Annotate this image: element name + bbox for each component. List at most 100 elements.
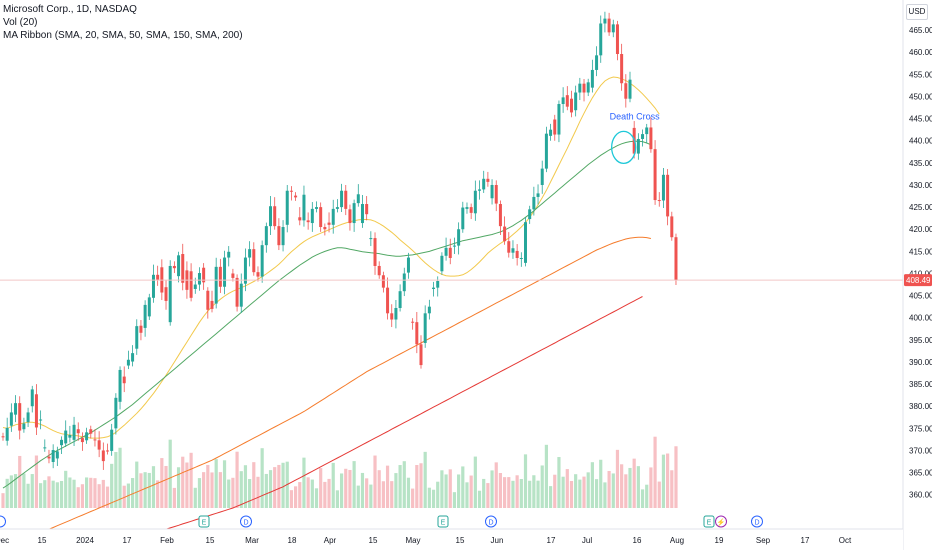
candle-body (628, 79, 632, 99)
dividend-marker[interactable]: D (485, 515, 497, 528)
volume-bar (448, 469, 452, 508)
volume-bar (185, 462, 189, 508)
ma20-line (2, 76, 660, 439)
price-tick-label: 425.00 (909, 203, 932, 212)
candle-body (80, 438, 84, 443)
price-tick-label: 450.00 (909, 92, 932, 101)
dividend-icon[interactable] (0, 515, 6, 528)
candle-body (448, 247, 452, 258)
earnings-marker[interactable]: E (437, 515, 449, 528)
volume-bar (590, 462, 594, 508)
price-tick-label: 360.00 (909, 491, 932, 500)
volume-bar (5, 478, 9, 508)
volume-bar (310, 479, 314, 508)
volume-bar (360, 472, 365, 508)
volume-bar (653, 436, 657, 508)
dividend-icon[interactable] (240, 515, 252, 528)
event-markers[interactable]: E D E D E ⚡ D (0, 515, 763, 528)
volume-bar (76, 487, 80, 508)
volume-bar (411, 488, 415, 508)
death-cross-annotation[interactable]: Death Cross (610, 111, 661, 165)
candle-body (666, 174, 670, 217)
candle-body (172, 265, 176, 269)
volume-bar (268, 470, 273, 508)
volume-bar (130, 478, 135, 508)
candle-body (168, 265, 172, 323)
time-tick-label: 15 (206, 536, 215, 545)
candle-body (106, 450, 109, 452)
volume-bar (398, 465, 402, 508)
volume-bar (406, 477, 411, 508)
dividend-icon[interactable] (751, 515, 763, 528)
volume-bar (553, 474, 557, 508)
death-cross-label[interactable]: Death Cross (610, 111, 661, 121)
candle-body (578, 83, 582, 93)
candle-body (532, 196, 536, 210)
dividend-marker[interactable]: D (240, 515, 252, 528)
volume-bar (440, 470, 444, 508)
earnings-marker[interactable]: E (198, 515, 210, 528)
volume-bar (381, 481, 385, 508)
candle-body (661, 174, 665, 201)
time-tick-label: Jul (582, 536, 592, 545)
candle-body (264, 226, 268, 246)
dividend-marker-label: D (754, 520, 759, 527)
candle-body (615, 24, 619, 55)
volume-bar (51, 480, 55, 508)
volume-bar (402, 461, 406, 508)
candle-body (432, 287, 436, 289)
dividend-icon[interactable] (485, 515, 497, 528)
split-icon[interactable] (715, 515, 727, 528)
volume-bar (47, 476, 51, 508)
volume-bars (1, 436, 678, 508)
candle-body (461, 207, 465, 230)
dividend-marker[interactable]: D (751, 515, 763, 528)
price-axis[interactable]: 360.00 365.00 370.00 375.00 380.00 385.00 390.… (902, 0, 932, 550)
last-price-tag-label: 408.49 (906, 276, 931, 285)
earnings-marker[interactable]: E (703, 515, 715, 528)
candle-body (34, 394, 38, 428)
candle-body (164, 287, 168, 301)
price-tick-label: 435.00 (909, 159, 932, 168)
volume-bar (22, 473, 26, 508)
volume-bar (624, 474, 628, 508)
candle-body (411, 321, 415, 323)
candle-body (624, 83, 628, 99)
death-cross-circle[interactable] (610, 130, 637, 165)
candle-body (51, 450, 55, 462)
volume-bar (523, 454, 528, 508)
currency-button[interactable]: USD (906, 4, 928, 20)
volume-bar (151, 466, 156, 508)
candle-body (369, 238, 373, 240)
earnings-icon[interactable] (198, 515, 210, 528)
volume-bar (248, 479, 252, 508)
volume-bar (611, 473, 615, 508)
volume-bar (548, 486, 553, 508)
candle-body (93, 439, 97, 441)
time-tick-label: 17 (123, 536, 132, 545)
volume-bar (319, 468, 323, 508)
candle-body (252, 249, 256, 273)
volume-bar (260, 448, 264, 508)
earnings-icon[interactable] (437, 515, 449, 528)
volume-bar (156, 480, 160, 508)
price-tick-label: 400.00 (909, 314, 932, 323)
split-marker[interactable]: ⚡ (715, 515, 727, 528)
volume-bar (59, 480, 64, 508)
volume-bar (277, 464, 281, 508)
time-axis[interactable]: Dec 15 2024 17 Feb 15 Mar 18 Apr 15 May 15 Jun 17 Jul 1… (0, 528, 903, 550)
time-tick-label: Sep (756, 536, 771, 545)
price-tick-label: 380.00 (909, 402, 932, 411)
candle-body (486, 178, 490, 182)
volume-bar (519, 479, 523, 508)
earnings-icon[interactable] (703, 515, 715, 528)
candle-body (135, 326, 139, 349)
candle-body (440, 255, 444, 272)
candle-body (607, 18, 611, 33)
volume-bar (507, 477, 511, 508)
candle-body (657, 200, 661, 202)
earnings-marker-label: E (707, 520, 712, 527)
candle-body (611, 24, 615, 33)
